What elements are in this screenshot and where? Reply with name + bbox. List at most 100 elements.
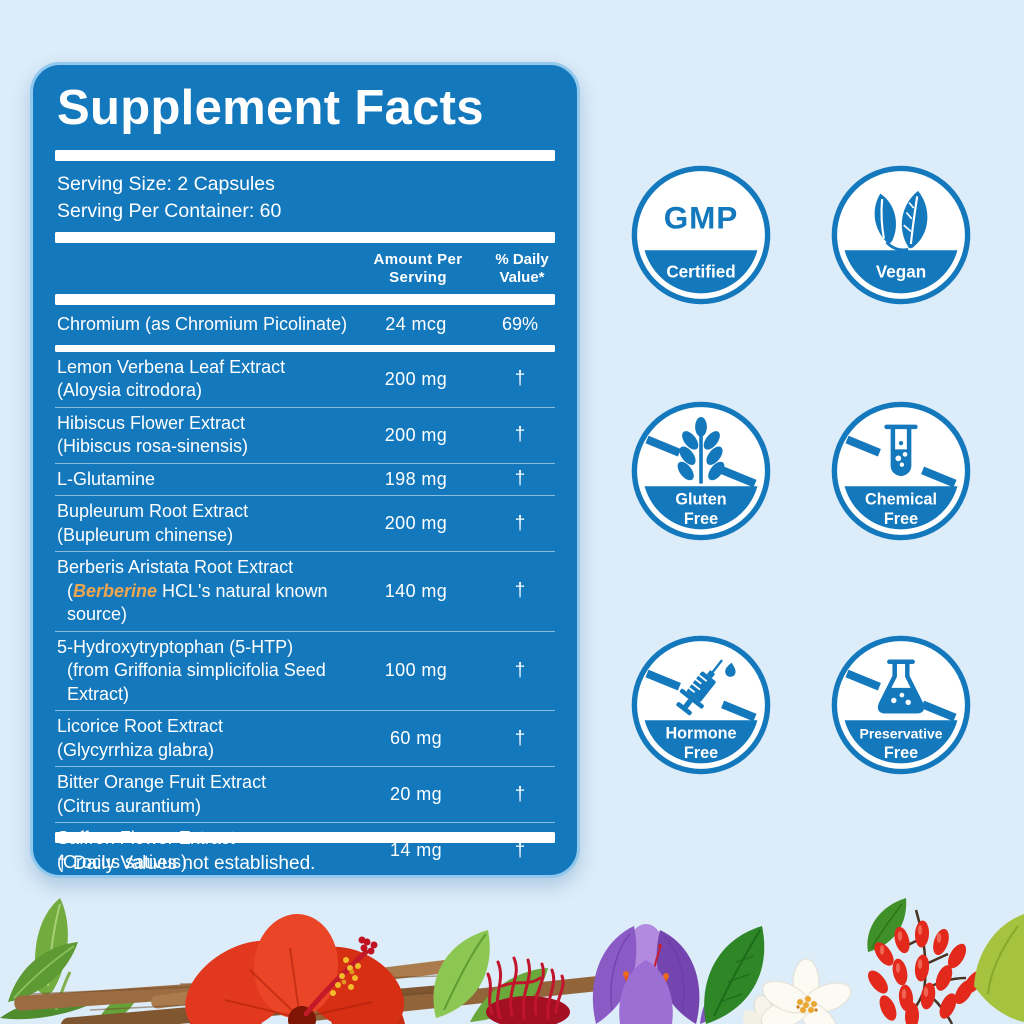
badge-bottom-segment: [844, 720, 958, 764]
ingredient-name: 5-Hydroxytryptophan (5-HTP): [57, 636, 294, 657]
round-leaf: [974, 914, 1024, 1022]
ingredient-dv: †: [514, 580, 526, 602]
badge-label: Gluten: [675, 490, 726, 508]
ingredient-dv: †: [514, 783, 526, 805]
table-row: Chromium (as Chromium Picolinate) 24 mcg…: [55, 305, 555, 345]
blossom-stamens: [796, 996, 818, 1013]
badge-gmp-certified: GMP Certified: [629, 163, 773, 307]
ingredient-amount: 100 mg: [384, 660, 448, 681]
ingredient-name: Hibiscus Flower Extract: [57, 412, 246, 433]
table-row: Bitter Orange Fruit Extract (Citrus aura…: [55, 766, 555, 822]
ingredient-latin-name: (Aloysia citrodora): [57, 380, 203, 400]
green-leaf: [704, 926, 765, 1024]
badge-label: Free: [684, 744, 718, 762]
no-slash-icon: [645, 669, 757, 722]
col-daily-value: % Daily Value*: [495, 251, 549, 286]
table-row: 5-Hydroxytryptophan (5-HTP) (from Griffo…: [55, 630, 555, 711]
badge-label: Hormone: [665, 724, 736, 742]
hibiscus-pollen: [330, 957, 361, 996]
divider-bar: [55, 294, 555, 305]
badge-label: Chemical: [865, 490, 937, 508]
table-row: Berberis Aristata Root Extract (Berberin…: [55, 551, 555, 631]
ingredient-amount: 24 mcg: [385, 314, 447, 335]
no-slash-icon: [645, 435, 757, 488]
sage-leaves: [0, 898, 140, 1024]
divider-bar: [55, 150, 555, 161]
badge-label: Free: [684, 510, 718, 528]
badge-label: Preservative: [860, 725, 943, 741]
wheat-icon: [677, 417, 725, 484]
ingredient-amount: 198 mg: [384, 468, 448, 489]
ingredient-name: Chromium (as Chromium Picolinate): [57, 314, 348, 334]
leaves-icon: [874, 190, 928, 252]
ingredient-latin-name: (Crocus sativus): [57, 851, 188, 872]
ingredient-dv: †: [514, 727, 526, 749]
badge-hormone-free: Hormone Free: [629, 633, 773, 777]
ingredient-latin-name: (Berberine HCL's natural known source): [67, 580, 328, 625]
syringe-icon: [676, 659, 736, 716]
table-row: Lemon Verbena Leaf Extract (Aloysia citr…: [55, 352, 555, 407]
test-tube-icon: [884, 424, 918, 476]
serving-info: Serving Size: 2 Capsules Serving Per Con…: [57, 171, 555, 225]
no-slash-icon: [845, 669, 957, 722]
divider-bar: [55, 832, 555, 843]
ingredient-amount: 60 mg: [389, 728, 443, 748]
ingredient-dv: †: [514, 512, 526, 534]
crocus-flower: [592, 924, 727, 1024]
ingredient-amount: 14 mg: [389, 840, 443, 860]
hibiscus-flower: [185, 914, 407, 1024]
ingredient-latin-name: (from Griffonia simplicifolia Seed Extra…: [67, 660, 326, 704]
badge-chemical-free: Chemical Free: [829, 399, 973, 543]
hibiscus-stigma: [358, 936, 378, 955]
table-row: Hibiscus Flower Extract (Hibiscus rosa-s…: [55, 406, 555, 463]
dv-footnote: † Daily Values not established.: [57, 853, 316, 874]
panel-title: Supplement Facts: [57, 81, 484, 135]
badge-bottom-segment: [644, 250, 758, 294]
badge-label: Free: [884, 510, 918, 528]
ingredient-dv: 69%: [501, 314, 539, 335]
ingredient-dv: †: [514, 839, 526, 861]
divider-bar: [55, 232, 555, 243]
droplet-icon: [725, 662, 736, 677]
ingredient-amount: 200 mg: [384, 424, 448, 445]
ingredient-dv: †: [514, 468, 526, 490]
badge-bottom-segment: [844, 486, 958, 530]
botanical-strip: [0, 898, 1024, 1024]
col-amount-per-serving: Amount Per Serving: [373, 251, 463, 286]
table-row: Bupleurum Root Extract (Bupleurum chinen…: [55, 495, 555, 551]
orange-blossom: [742, 958, 852, 1024]
supplement-facts-panel: Supplement Facts Serving Size: 2 Capsule…: [30, 62, 580, 878]
badge-bottom-segment: [644, 720, 758, 764]
ingredient-amount: 200 mg: [384, 368, 448, 389]
ingredient-latin-name: (Citrus aurantium): [57, 795, 202, 816]
table-row: L-Glutamine 198 mg †: [55, 462, 555, 496]
badge-preservative-free: Preservative Free: [829, 633, 973, 777]
flask-icon: [877, 659, 925, 714]
ingredient-amount: 140 mg: [384, 580, 448, 601]
ingredient-table: Lemon Verbena Leaf Extract (Aloysia citr…: [55, 352, 555, 872]
ingredient-dv: †: [514, 659, 526, 681]
barberries: [867, 898, 984, 1024]
badge-bottom-segment: [644, 486, 758, 530]
ingredient-latin-name: (Hibiscus rosa-sinensis): [57, 436, 249, 456]
table-header: Amount Per Serving % Daily Value*: [55, 251, 555, 287]
badge-label: Free: [884, 744, 918, 762]
divider-bar: [55, 344, 555, 352]
ingredient-latin-name: (Bupleurum chinense): [57, 524, 234, 545]
ingredient-name: Berberis Aristata Root Extract: [57, 557, 294, 577]
ingredient-latin-name: (Glycyrrhiza glabra): [57, 739, 215, 760]
ingredient-dv: †: [514, 424, 526, 445]
badge-label: Vegan: [876, 262, 926, 281]
ingredient-name: L-Glutamine: [57, 468, 156, 489]
serving-size: Serving Size: 2 Capsules: [57, 173, 275, 195]
ingredient-name: Licorice Root Extract: [57, 716, 224, 736]
badge-label: Certified: [666, 262, 735, 281]
table-row: Licorice Root Extract (Glycyrrhiza glabr…: [55, 710, 555, 766]
no-slash-icon: [845, 435, 957, 488]
badge-gluten-free: Gluten Free: [629, 399, 773, 543]
ingredient-name: Lemon Verbena Leaf Extract: [57, 356, 286, 377]
saffron-threads: [486, 956, 570, 1024]
berberine-highlight: Berberine: [73, 580, 158, 601]
serving-per-container: Serving Per Container: 60: [57, 200, 282, 222]
